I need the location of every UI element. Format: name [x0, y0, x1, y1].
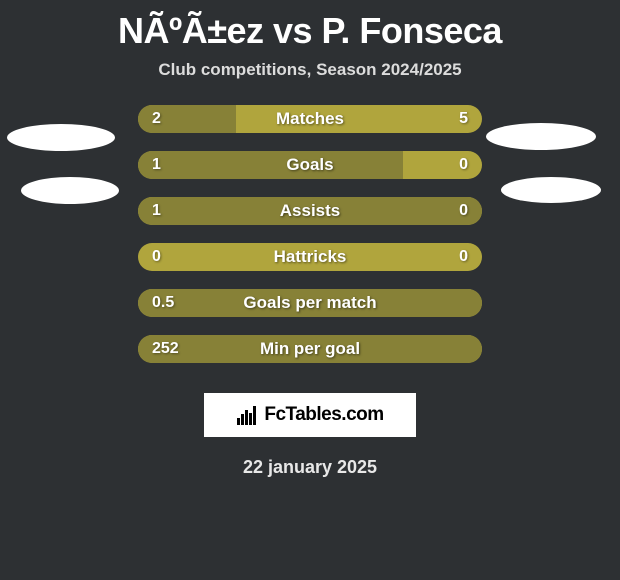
chart-icon	[236, 404, 258, 426]
stat-right-value: 0	[459, 202, 468, 220]
stat-label: Matches	[276, 109, 344, 129]
comparison-subtitle: Club competitions, Season 2024/2025	[0, 60, 620, 105]
stat-left-value: 1	[152, 202, 161, 220]
stat-left-bar	[138, 151, 403, 179]
stat-label: Hattricks	[274, 247, 347, 267]
stat-left-value: 2	[152, 110, 161, 128]
stat-left-value: 1	[152, 156, 161, 174]
stats-container: 2 Matches 5 1 Goals 0 1 Assists 0 0 Hattricks 0 0.5 G…	[138, 105, 482, 363]
stat-row: 1 Goals 0	[138, 151, 482, 179]
stat-row: 252 Min per goal	[138, 335, 482, 363]
stat-right-value: 0	[459, 248, 468, 266]
player-ellipse-1	[21, 177, 119, 204]
stat-label: Goals per match	[243, 293, 376, 313]
stat-left-value: 0.5	[152, 294, 174, 312]
stat-right-value: 0	[459, 156, 468, 174]
stat-left-value: 252	[152, 340, 179, 358]
stat-label: Min per goal	[260, 339, 360, 359]
stat-row: 2 Matches 5	[138, 105, 482, 133]
stat-row: 1 Assists 0	[138, 197, 482, 225]
branding-text: FcTables.com	[264, 404, 383, 426]
stat-label: Goals	[286, 155, 333, 175]
player-ellipse-3	[501, 177, 601, 203]
stat-right-value: 5	[459, 110, 468, 128]
comparison-date: 22 january 2025	[0, 457, 620, 478]
stat-left-value: 0	[152, 248, 161, 266]
stat-row: 0.5 Goals per match	[138, 289, 482, 317]
branding-box: FcTables.com	[204, 393, 416, 437]
comparison-title: NÃºÃ±ez vs P. Fonseca	[0, 0, 620, 60]
player-ellipse-2	[486, 123, 596, 150]
stat-row: 0 Hattricks 0	[138, 243, 482, 271]
player-ellipse-0	[7, 124, 115, 151]
stat-label: Assists	[280, 201, 340, 221]
